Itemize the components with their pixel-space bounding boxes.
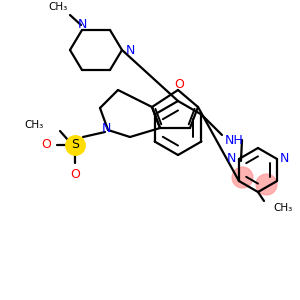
- Text: CH₃: CH₃: [48, 2, 68, 12]
- Text: CH₃: CH₃: [273, 203, 292, 213]
- Text: N: N: [226, 152, 236, 164]
- Text: O: O: [174, 79, 184, 92]
- Text: O: O: [41, 139, 51, 152]
- Text: N: N: [280, 152, 289, 164]
- Text: N: N: [77, 19, 87, 32]
- Text: N: N: [101, 122, 111, 134]
- Text: S: S: [71, 139, 79, 152]
- Text: NH: NH: [225, 134, 243, 146]
- Text: N: N: [126, 44, 135, 56]
- Text: CH₃: CH₃: [25, 120, 44, 130]
- Text: O: O: [70, 167, 80, 181]
